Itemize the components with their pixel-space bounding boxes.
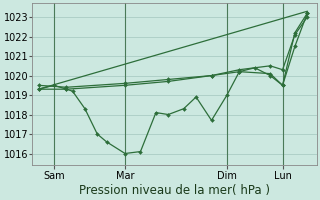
X-axis label: Pression niveau de la mer( hPa ): Pression niveau de la mer( hPa ) [79,184,270,197]
